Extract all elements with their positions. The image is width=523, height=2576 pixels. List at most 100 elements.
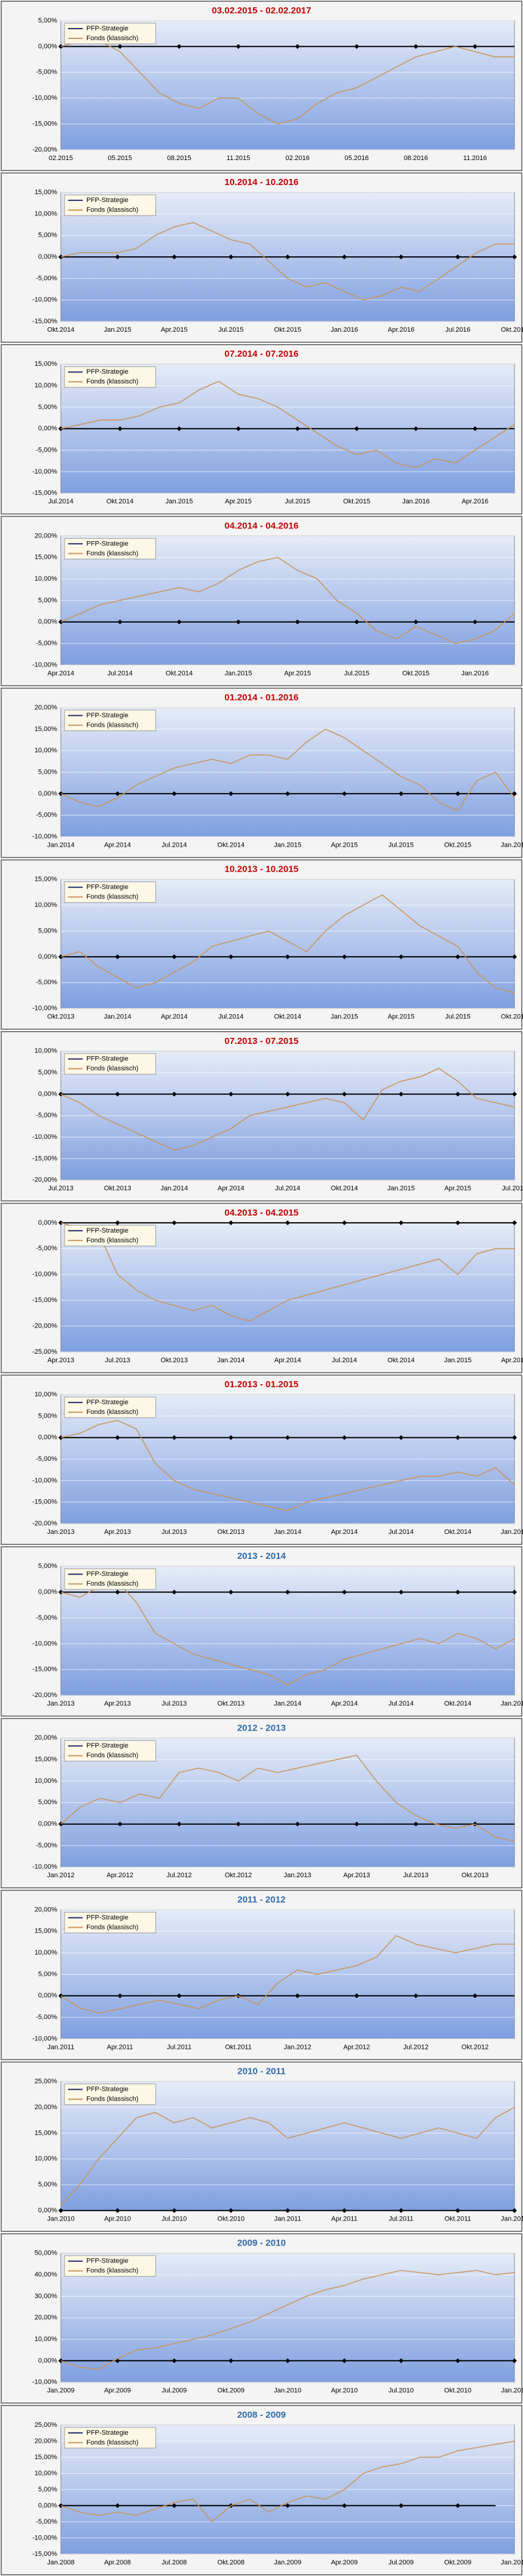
series-marker — [455, 1589, 460, 1595]
series-marker — [512, 1435, 517, 1440]
x-tick-label: Apr.2012 — [106, 1872, 133, 1879]
series-marker — [285, 1220, 290, 1225]
legend-label: PFP-Strategie — [86, 712, 128, 719]
series-marker — [342, 2503, 347, 2508]
series-marker — [342, 1220, 347, 1225]
y-tick-label: 5,00% — [38, 768, 57, 775]
x-tick-label: Jan.2010 — [47, 2216, 74, 2223]
series-marker — [176, 44, 182, 49]
series-marker — [398, 1220, 404, 1225]
series-marker — [455, 1091, 460, 1097]
y-tick-label: -10,00% — [32, 1640, 57, 1647]
y-tick-label: -5,00% — [36, 2518, 57, 2525]
series-marker — [398, 2208, 404, 2213]
x-tick-label: Jul.2015 — [502, 1185, 523, 1192]
series-marker — [455, 2208, 460, 2213]
series-marker — [171, 1589, 177, 1595]
series-marker — [115, 1091, 120, 1097]
series-marker — [512, 1220, 517, 1225]
series-marker — [295, 426, 300, 432]
x-tick-label: Jan.2015 — [500, 1700, 523, 1707]
series-marker — [342, 1589, 347, 1595]
x-tick-label: Okt.2015 — [501, 1013, 523, 1021]
x-tick-label: Okt.2013 — [47, 1013, 75, 1021]
x-tick-label: Jul.2011 — [389, 2216, 414, 2223]
x-tick-label: Okt.2014 — [444, 1700, 471, 1707]
x-tick-label: 02.2015 — [49, 155, 73, 162]
series-line — [60, 1754, 515, 1842]
y-tick-label: 10,00% — [35, 1048, 58, 1055]
chart-title: 2013 - 2014 — [237, 1551, 286, 1561]
y-tick-label: -5,00% — [36, 1112, 57, 1119]
y-tick-label: 15,00% — [35, 726, 58, 733]
legend-box — [64, 1225, 156, 1247]
series-marker — [342, 2358, 347, 2364]
series-marker — [354, 1821, 359, 1827]
legend-box — [64, 1568, 156, 1590]
series-marker — [235, 426, 241, 432]
chart-title: 04.2013 - 04.2015 — [224, 1208, 299, 1218]
series-line — [60, 894, 515, 993]
series-marker — [295, 44, 300, 49]
x-tick-label: Jul.2014 — [218, 1013, 244, 1021]
x-tick-label: Jul.2009 — [162, 2387, 187, 2395]
y-tick-label: 10,00% — [35, 1949, 58, 1956]
legend-label: PFP-Strategie — [86, 884, 128, 891]
x-tick-label: Apr.2013 — [104, 1528, 131, 1536]
x-tick-label: Jan.2010 — [274, 2387, 301, 2395]
x-tick-label: Jan.2013 — [47, 1700, 74, 1707]
x-tick-label: Okt.2014 — [106, 498, 134, 505]
legend-box — [64, 1911, 156, 1933]
series-marker — [295, 1993, 300, 1998]
x-tick-label: Apr.2014 — [274, 1357, 301, 1364]
legend-label: Fonds (klassisch) — [86, 35, 139, 42]
series-marker — [228, 1435, 234, 1440]
y-tick-label: 20,00% — [35, 2104, 58, 2111]
series-marker — [455, 954, 460, 959]
chart-title: 01.2013 - 01.2015 — [224, 1379, 299, 1390]
y-tick-label: -15,00% — [32, 1155, 57, 1162]
x-tick-label: Okt.2015 — [274, 326, 302, 334]
x-tick-label: Jan.2014 — [47, 841, 74, 849]
x-tick-label: Jan.2016 — [500, 841, 523, 849]
series-marker — [413, 426, 418, 432]
series-marker — [228, 254, 234, 260]
x-tick-label: 11.2015 — [226, 155, 250, 162]
series-marker — [176, 426, 182, 432]
series-line — [60, 2270, 515, 2370]
chart-title: 07.2013 - 07.2015 — [224, 1036, 299, 1046]
y-tick-label: 25,00% — [35, 2421, 58, 2429]
y-tick-label: -5,00% — [36, 1842, 57, 1849]
x-tick-label: Jul.2012 — [167, 1872, 192, 1879]
series-marker — [398, 954, 404, 959]
series-marker — [473, 426, 478, 432]
x-tick-label: Jan.2013 — [284, 1872, 311, 1879]
chart-title: 2011 - 2012 — [237, 1894, 285, 1905]
x-tick-label: Jan.2014 — [161, 1185, 188, 1192]
x-tick-label: Okt.2014 — [444, 1528, 471, 1536]
legend-label: Fonds (klassisch) — [86, 721, 139, 729]
y-tick-label: -10,00% — [32, 2035, 57, 2042]
series-marker — [473, 1993, 478, 1998]
y-tick-label: 5,00% — [38, 927, 57, 934]
x-tick-label: Apr.2016 — [387, 326, 414, 334]
x-tick-label: Jul.2015 — [445, 1013, 471, 1021]
x-tick-label: Okt.2014 — [217, 841, 244, 849]
series-marker — [171, 791, 177, 796]
x-tick-label: Jan.2015 — [331, 1013, 358, 1021]
y-tick-label: -15,00% — [32, 2550, 57, 2558]
series-marker — [512, 2358, 517, 2364]
series-marker — [285, 254, 290, 260]
x-tick-label: Jul.2014 — [389, 1700, 414, 1707]
x-tick-label: Okt.2014 — [47, 326, 75, 334]
x-tick-label: 05.2016 — [345, 155, 369, 162]
y-tick-label: -5,00% — [36, 447, 57, 454]
y-tick-label: -20,00% — [32, 1177, 57, 1184]
x-tick-label: Okt.2014 — [165, 670, 193, 677]
y-tick-label: -10,00% — [32, 1863, 57, 1871]
series-marker — [455, 2503, 460, 2508]
y-tick-label: 5,00% — [38, 17, 57, 24]
y-tick-label: -15,00% — [32, 489, 57, 497]
x-tick-label: Jan.2011 — [47, 2043, 74, 2051]
chart-title: 2009 - 2010 — [237, 2238, 286, 2249]
